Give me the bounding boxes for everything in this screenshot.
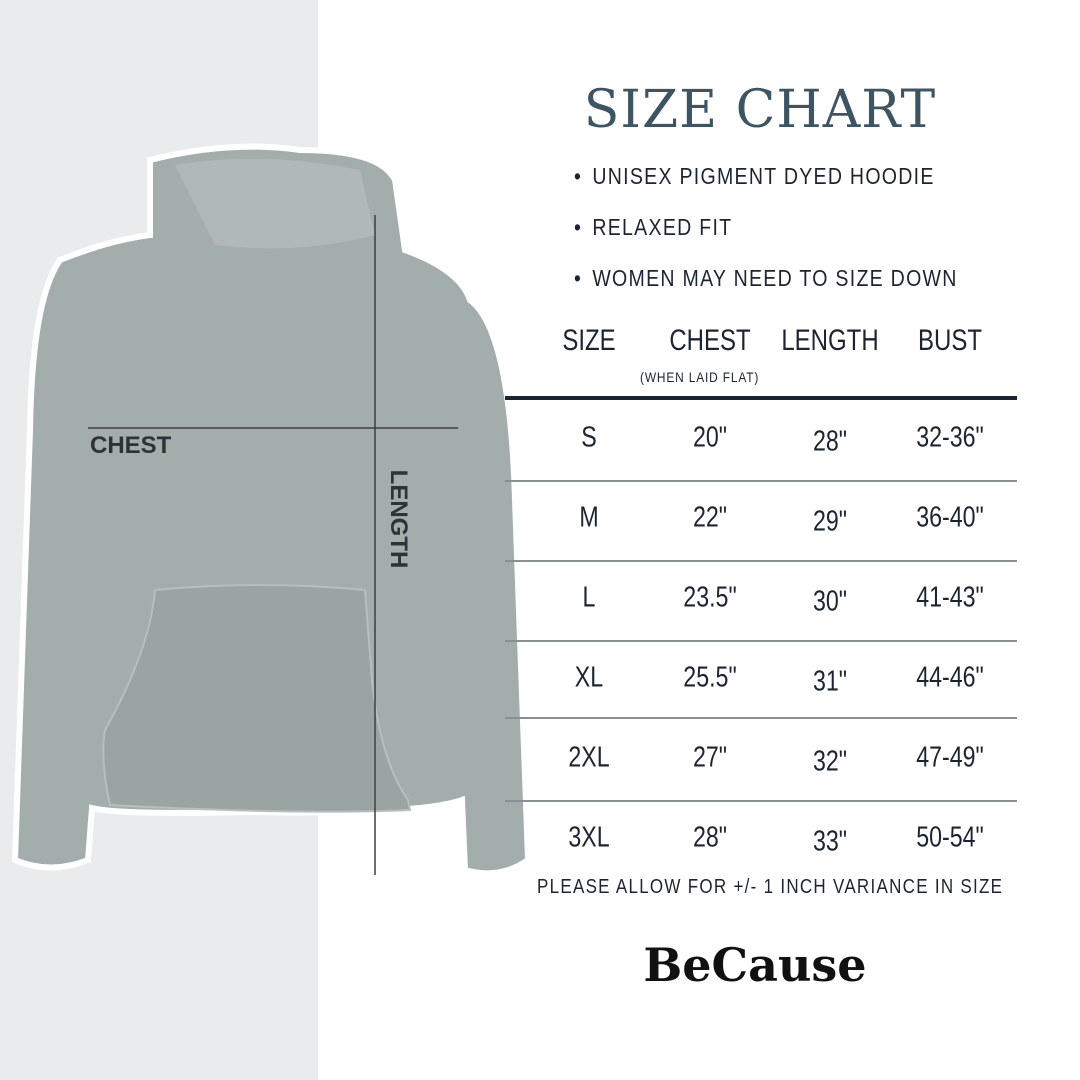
feature-item: WOMEN MAY NEED TO SIZE DOWN bbox=[574, 260, 958, 311]
table-cell: 23.5" bbox=[683, 581, 737, 614]
header-divider bbox=[505, 396, 1017, 400]
row-divider bbox=[505, 480, 1017, 482]
table-cell: 33" bbox=[812, 825, 848, 858]
row-divider bbox=[505, 717, 1017, 719]
table-cell: 41-43" bbox=[916, 581, 984, 614]
row-divider bbox=[505, 640, 1017, 642]
header-size: SIZE bbox=[562, 324, 616, 357]
header-bust: BUST bbox=[917, 324, 983, 357]
header-length: LENGTH bbox=[781, 324, 879, 357]
table-cell: 31" bbox=[812, 665, 848, 698]
table-cell: 47-49" bbox=[916, 741, 984, 774]
chest-label: CHEST bbox=[90, 432, 172, 459]
table-cell: 28" bbox=[692, 821, 728, 854]
length-label: LENGTH bbox=[385, 469, 412, 569]
row-divider bbox=[505, 560, 1017, 562]
table-cell: 44-46" bbox=[916, 661, 984, 694]
table-cell: 3XL bbox=[568, 821, 610, 854]
brand-logo: BeCause bbox=[643, 938, 867, 992]
table-cell: 50-54" bbox=[916, 821, 984, 854]
chest-subtitle: (WHEN LAID FLAT) bbox=[640, 369, 760, 385]
variance-note: PLEASE ALLOW FOR +/- 1 INCH VARIANCE IN … bbox=[537, 876, 1004, 898]
table-cell: 25.5" bbox=[683, 661, 737, 694]
table-cell: M bbox=[579, 501, 599, 534]
header-chest: CHEST bbox=[669, 324, 751, 357]
table-cell: 29" bbox=[812, 505, 848, 538]
table-cell: 22" bbox=[692, 501, 728, 534]
table-cell: 30" bbox=[812, 585, 848, 618]
table-cell: 32" bbox=[812, 745, 848, 778]
row-divider bbox=[505, 800, 1017, 802]
table-cell: 27" bbox=[692, 741, 728, 774]
hoodie-image bbox=[11, 143, 532, 877]
table-cell: 32-36" bbox=[916, 421, 984, 454]
table-cell: 2XL bbox=[568, 741, 610, 774]
feature-item: RELAXED FIT bbox=[574, 209, 958, 260]
table-cell: S bbox=[581, 421, 597, 454]
table-cell: L bbox=[582, 581, 596, 614]
table-cell: XL bbox=[574, 661, 604, 694]
feature-list: UNISEX PIGMENT DYED HOODIE RELAXED FIT W… bbox=[574, 158, 1025, 311]
table-cell: 36-40" bbox=[916, 501, 984, 534]
page-title: SIZE CHART bbox=[583, 80, 937, 140]
feature-item: UNISEX PIGMENT DYED HOODIE bbox=[574, 158, 958, 209]
table-cell: 20" bbox=[692, 421, 728, 454]
table-cell: 28" bbox=[812, 425, 848, 458]
